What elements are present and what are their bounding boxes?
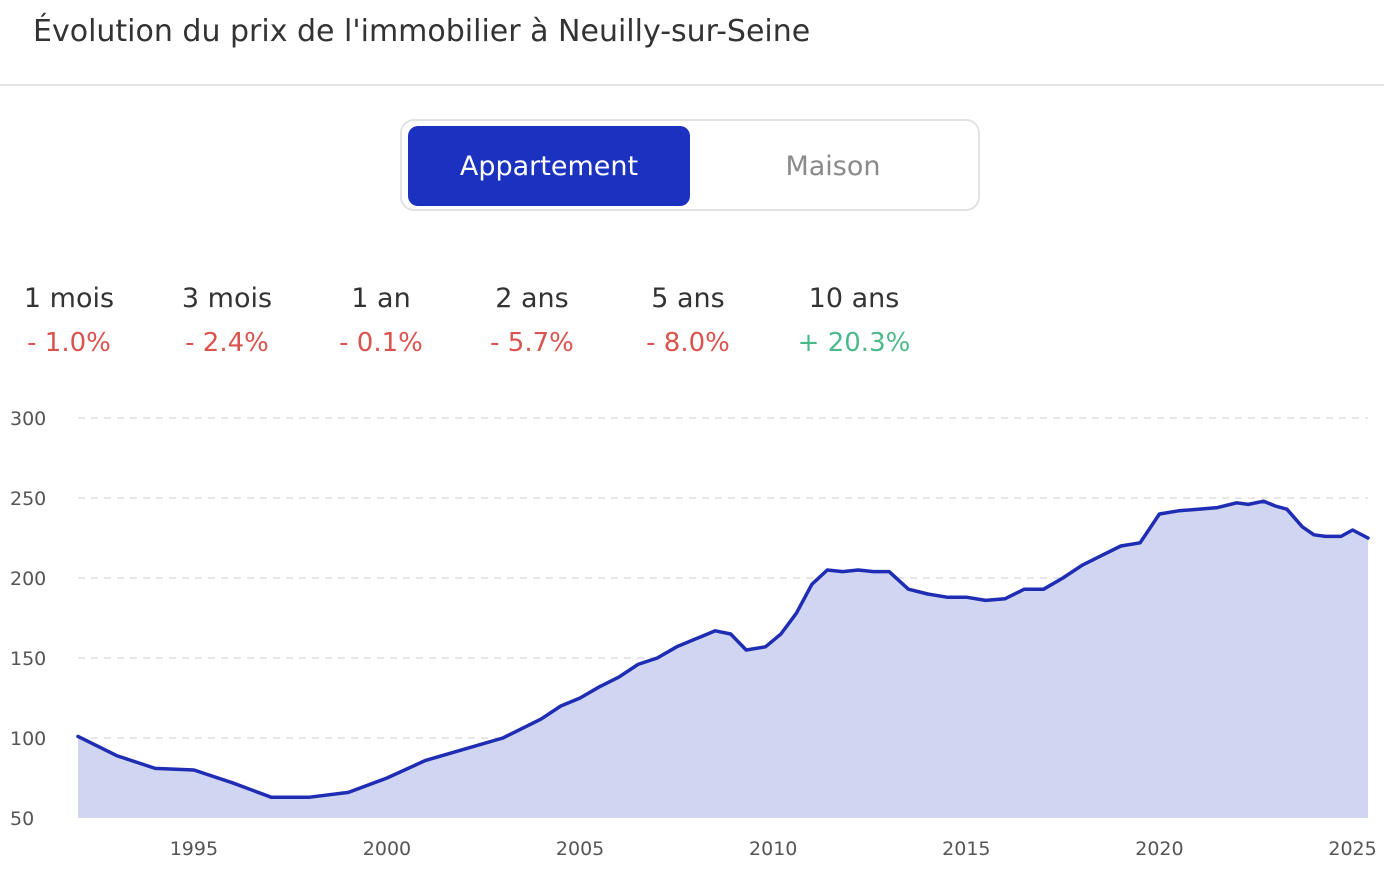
stat-2-ans: 2 ans - 5.7% xyxy=(457,282,607,360)
stat-value: - 5.7% xyxy=(490,328,574,358)
stat-value: - 2.4% xyxy=(185,328,269,358)
stat-label: 2 ans xyxy=(495,283,569,314)
header: Évolution du prix de l'immobilier à Neui… xyxy=(0,0,1384,86)
property-type-toggle: Appartement Maison xyxy=(400,119,980,211)
stat-5-ans: 5 ans - 8.0% xyxy=(613,282,763,360)
y-tick-label: 300 xyxy=(10,408,46,430)
stat-1-mois: 1 mois - 1.0% xyxy=(0,282,144,360)
x-tick-label: 2010 xyxy=(749,838,797,860)
page-title: Évolution du prix de l'immobilier à Neui… xyxy=(33,14,811,49)
stat-10-ans: 10 ans + 20.3% xyxy=(779,282,929,360)
y-tick-label: 150 xyxy=(10,648,46,670)
stat-label: 3 mois xyxy=(181,283,273,314)
stat-label: 1 an xyxy=(351,283,411,314)
x-tick-label: 1995 xyxy=(170,838,218,860)
stat-label: 10 ans xyxy=(808,283,900,314)
tab-appartement[interactable]: Appartement xyxy=(408,126,690,206)
stat-value: - 8.0% xyxy=(646,328,730,358)
stat-value: - 0.1% xyxy=(339,328,423,358)
stat-3-mois: 3 mois - 2.4% xyxy=(152,282,302,360)
stat-1-an: 1 an - 0.1% xyxy=(306,282,456,360)
stat-label: 1 mois xyxy=(23,283,115,314)
series-line xyxy=(76,499,1370,799)
tab-maison[interactable]: Maison xyxy=(785,150,881,182)
x-tick-label: 2000 xyxy=(363,838,411,860)
y-tick-label: 250 xyxy=(10,488,46,510)
x-tick-label: 2020 xyxy=(1135,838,1183,860)
stat-label: 5 ans xyxy=(651,283,725,314)
series-area xyxy=(78,501,1368,818)
x-tick-label: 2005 xyxy=(556,838,604,860)
price-chart: 300 250 200 150 100 50 1995 2000 2005 2010 2015 202… xyxy=(10,408,1377,860)
y-tick-label: 200 xyxy=(10,568,46,590)
stat-value: - 1.0% xyxy=(27,328,111,358)
stat-value: + 20.3% xyxy=(797,328,911,358)
y-tick-label: 50 xyxy=(10,808,34,830)
x-tick-label: 2025 xyxy=(1328,838,1376,860)
y-tick-label: 100 xyxy=(10,728,46,750)
x-tick-label: 2015 xyxy=(942,838,990,860)
